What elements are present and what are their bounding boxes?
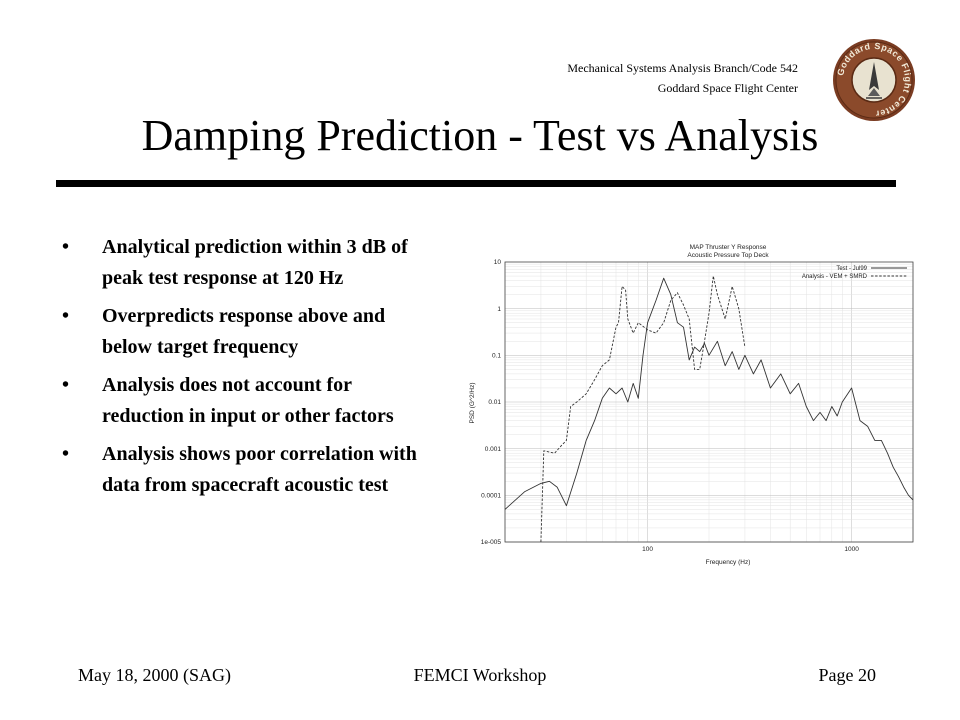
x-tick-label: 1000 — [844, 546, 859, 553]
bullet-icon: • — [62, 374, 70, 396]
slide-title: Damping Prediction - Test vs Analysis — [141, 111, 819, 160]
y-tick-label: 1e-005 — [481, 539, 502, 546]
legend-label: Analysis - VEM + SMRD — [802, 274, 868, 280]
title-underline — [56, 180, 896, 187]
bullet-list: • Analytical prediction within 3 dB of p… — [62, 232, 422, 508]
y-tick-label: 1 — [497, 306, 501, 313]
chart-tick-labels: 10 1 0.1 0.01 0.001 0.0001 1e-005 100 1000 — [481, 259, 859, 553]
chart-ylabel: PSD (G^2/Hz) — [469, 383, 476, 424]
bullet-icon: • — [62, 236, 70, 258]
x-tick-label: 100 — [642, 546, 653, 553]
y-tick-label: 0.0001 — [481, 493, 501, 500]
footer-page-number: Page 20 — [818, 665, 877, 685]
psd-chart: MAP Thruster Y Response Acoustic Pressur… — [460, 238, 920, 568]
chart-legend: Test - Jul99 Analysis - VEM + SMRD — [802, 266, 907, 280]
bullet-icon: • — [62, 305, 70, 327]
series-line-1 — [504, 277, 914, 510]
y-tick-label: 0.1 — [492, 353, 501, 360]
goddard-seal-icon: Goddard Space Flight Center — [833, 39, 915, 121]
chart-title: MAP Thruster Y Response — [690, 244, 767, 251]
y-tick-label: 0.01 — [488, 399, 501, 406]
bullet-item: • Overpredicts response above and below … — [62, 301, 422, 363]
chart-background — [460, 238, 920, 568]
footer-date: May 18, 2000 (SAG) — [78, 665, 231, 685]
plot-frame — [504, 261, 914, 543]
y-tick-label: 0.001 — [485, 446, 502, 453]
bullet-text: Analytical prediction within 3 dB of pea… — [102, 236, 408, 289]
bullet-item: • Analysis does not account for reductio… — [62, 370, 422, 432]
org-line-branch: Mechanical Systems Analysis Branch/Code … — [567, 61, 798, 75]
bullet-item: • Analysis shows poor correlation with d… — [62, 439, 422, 501]
bullet-text: Overpredicts response above and below ta… — [102, 305, 386, 358]
chart-xlabel: Frequency (Hz) — [706, 559, 751, 566]
bullet-icon: • — [62, 443, 70, 465]
org-block: Mechanical Systems Analysis Branch/Code … — [458, 58, 798, 98]
org-line-center: Goddard Space Flight Center — [657, 81, 798, 95]
bullet-text: Analysis shows poor correlation with dat… — [102, 443, 417, 496]
legend-label: Test - Jul99 — [836, 266, 867, 272]
chart-subtitle: Acoustic Pressure Top Deck — [687, 252, 769, 259]
y-tick-label: 10 — [494, 259, 502, 266]
bullet-text: Analysis does not account for reduction … — [102, 374, 394, 427]
chart-grid — [504, 262, 914, 543]
footer-event: FEMCI Workshop — [413, 665, 547, 685]
bullet-item: • Analytical prediction within 3 dB of p… — [62, 232, 422, 294]
chart-series-group — [504, 275, 914, 543]
